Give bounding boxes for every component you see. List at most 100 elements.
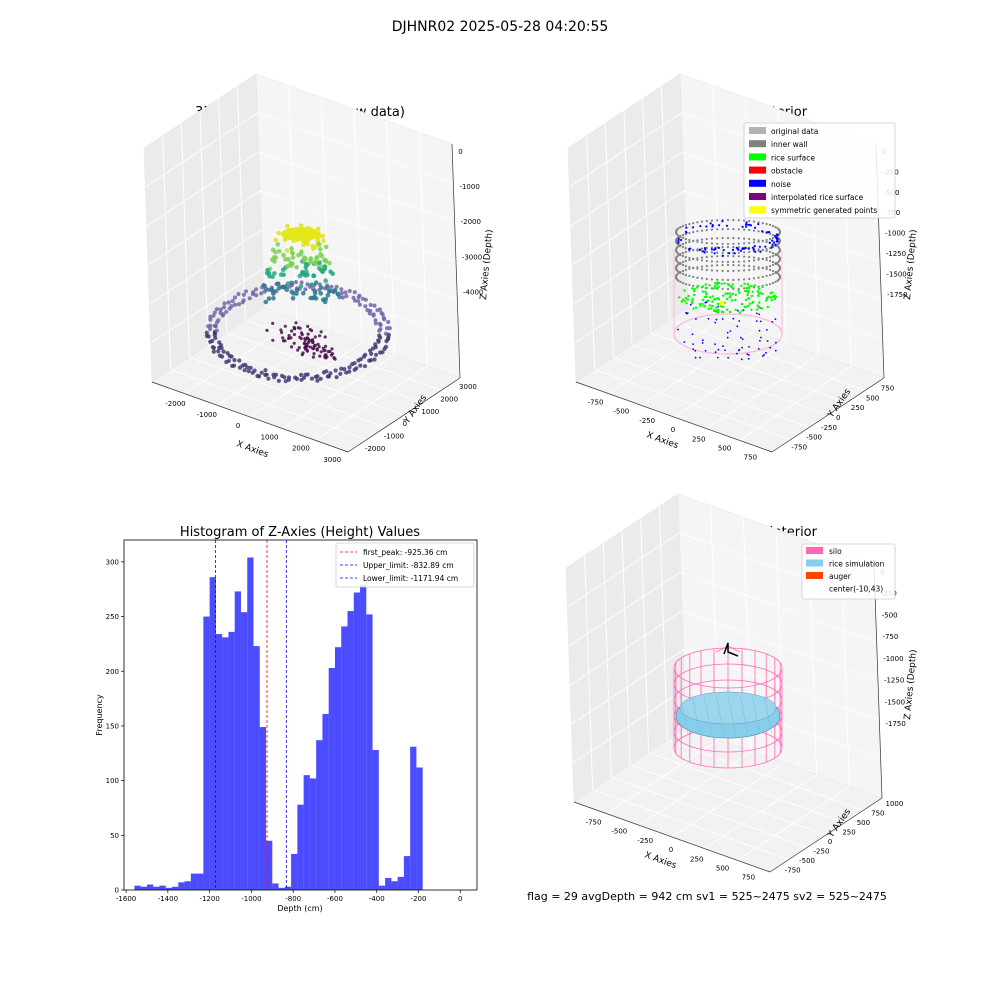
classify-inner-wall-point	[726, 236, 730, 240]
classify-inner-wall-point	[765, 256, 768, 260]
classify-inner-wall-point	[716, 278, 719, 281]
classify-noise-point	[695, 318, 697, 320]
classify-inner-wall-point	[769, 256, 772, 259]
raw-wall-point	[246, 369, 251, 374]
classify-noise-point	[759, 250, 762, 253]
classify-rice-surface-point	[714, 286, 718, 290]
classify-rice-surface-point	[712, 287, 715, 290]
classify-rice-surface-point	[705, 295, 708, 298]
classify-inner-wall-point	[681, 251, 685, 255]
classify-rice-surface-point	[748, 302, 752, 305]
classify-inner-wall-point	[677, 263, 680, 266]
raw-upper-point	[290, 255, 296, 260]
raw-wall-point	[254, 287, 259, 292]
histogram-bar	[316, 740, 323, 890]
raw-upper-point	[275, 242, 281, 247]
classify-rice-surface-point	[747, 289, 750, 293]
classify-x-tick-label: 500	[718, 444, 731, 452]
classify-inner-wall-point	[771, 263, 775, 267]
classify-inner-wall-point	[681, 281, 685, 285]
classify-inner-wall-point	[688, 222, 691, 226]
histogram-x-tick-label: -400	[369, 895, 385, 903]
classify-noise-point	[699, 356, 701, 359]
classify-noise-point	[722, 249, 725, 252]
classify-noise-point	[751, 246, 755, 249]
raw-upper-point	[325, 285, 330, 291]
classify-inner-wall-point	[679, 262, 682, 265]
classify-inner-wall-point	[700, 238, 704, 241]
simulation-x-tick-label: 250	[690, 855, 703, 863]
classify-inner-wall-point	[721, 251, 724, 254]
classify-inner-wall-point	[737, 228, 740, 231]
classify-y-tick-label: -750	[791, 444, 807, 452]
classify-inner-wall-point	[726, 218, 730, 222]
classify-inner-wall-point	[737, 264, 740, 267]
classify-rice-surface-point	[692, 307, 695, 310]
classify-noise-point	[741, 338, 744, 340]
classify-inner-wall-point	[705, 219, 708, 223]
classify-inner-wall-point	[700, 268, 704, 271]
classify-rice-surface-point	[724, 292, 727, 295]
classify-inner-wall-point	[778, 274, 781, 277]
classify-inner-wall-point	[765, 247, 768, 251]
classify-noise-point	[705, 225, 708, 228]
classify-legend-label: rice surface	[771, 153, 815, 162]
classify-rice-surface-point	[690, 301, 694, 305]
histogram-bar	[165, 887, 173, 890]
classify-rice-surface-point	[757, 294, 760, 298]
classify-inner-wall-point	[681, 263, 685, 267]
classify-rice-surface-point	[758, 301, 761, 304]
classify-inner-wall-point	[726, 242, 730, 246]
classify-z-tick-label: -1500	[886, 270, 906, 278]
classify-rice-surface-point	[722, 294, 725, 297]
classify-inner-wall-point	[679, 271, 682, 274]
classify-inner-wall-point	[684, 247, 688, 250]
classify-inner-wall-point	[710, 278, 714, 281]
classify-inner-wall-point	[743, 237, 746, 240]
classify-noise-point	[755, 320, 758, 322]
raw-upper-point	[331, 289, 336, 294]
histogram-bar	[391, 881, 398, 890]
raw-wall-point	[216, 349, 221, 354]
classify-noise-point	[771, 321, 774, 323]
raw-wall-point	[230, 299, 235, 304]
raw-upper-point	[281, 285, 287, 290]
classify-noise-point	[744, 246, 747, 250]
classify-inner-wall-point	[679, 235, 682, 238]
simulation-y-tick-label: 500	[857, 819, 870, 827]
raw-wall-point	[318, 376, 323, 381]
classify-noise-point	[773, 241, 776, 244]
classify-inner-wall-point	[776, 279, 779, 282]
classify-rice-surface-point	[719, 305, 723, 308]
raw-floor-point	[297, 346, 301, 350]
raw-wall-point	[361, 354, 367, 359]
raw-upper-point	[261, 283, 267, 288]
classify-x-tick-label: -500	[613, 408, 629, 416]
raw-wall-point	[293, 280, 298, 285]
classify-inner-wall-point	[681, 260, 685, 264]
raw-wall-point	[329, 284, 334, 289]
classify-rice-surface-point	[738, 311, 742, 314]
classify-inner-wall-point	[721, 269, 724, 272]
classify-noise-point	[748, 354, 750, 356]
raw-wall-point	[286, 375, 292, 380]
simulation-rice-mesh-line	[703, 695, 713, 735]
raw-wall-point	[384, 339, 389, 344]
raw-upper-point	[271, 289, 277, 294]
simulation-x-tick-label: 500	[716, 864, 729, 872]
classify-noise-point	[746, 353, 749, 356]
classify-inner-wall-point	[681, 224, 685, 228]
raw-wall-point	[374, 352, 379, 357]
histogram-vlines	[215, 540, 287, 890]
classify-inner-wall-point	[771, 254, 775, 258]
raw-upper-point	[299, 249, 304, 254]
raw-floor-point	[281, 336, 285, 340]
classify-rice-surface-point	[720, 282, 723, 285]
raw-floor-point	[324, 356, 328, 360]
raw-floor-point	[313, 343, 317, 347]
raw-floor-point	[306, 324, 310, 328]
histogram-bar	[203, 616, 210, 890]
raw-wall-point	[313, 374, 318, 379]
classify-noise-point	[752, 248, 755, 251]
classify-noise-point	[677, 237, 680, 240]
